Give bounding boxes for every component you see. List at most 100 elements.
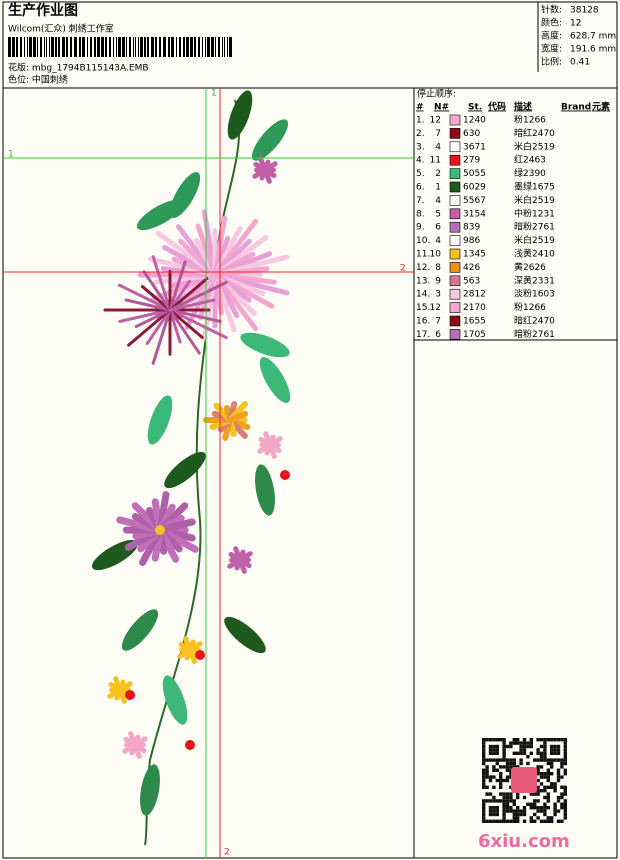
qr-cell [543,772,547,776]
qr-cell [519,748,523,752]
qr-cell [488,738,493,742]
qr-cell [505,768,510,772]
stitches: 5567 [463,196,486,206]
bar-stripe [97,37,100,57]
bar-stripe [138,37,139,57]
qr-cell [505,802,510,806]
bar-stripe [144,37,146,57]
qr-cell [536,778,540,783]
qr-cell [482,785,486,789]
qr-cell [519,809,523,813]
qr-cell [529,792,533,796]
qr-cell [502,765,506,769]
qr-cell [505,799,510,803]
qr-cell [553,789,557,793]
bud [280,470,290,480]
pattern: 花版: mbg_1794B115143A.EMB [8,62,149,74]
color-swatch [449,302,461,313]
bar-stripe [20,37,22,57]
column-header: N# [434,103,449,113]
qr-cell [512,741,516,745]
petal [168,308,222,323]
qr-cell [539,775,544,779]
qr-cell [499,819,503,823]
qr-cell [519,761,523,766]
qr-cell [482,772,486,776]
bar-stripe [151,37,154,57]
qr-cell [563,772,567,776]
bar-stripe [159,37,161,57]
qr-cell [505,795,510,800]
bar-stripe [211,37,214,57]
qr-cell [563,812,567,817]
qr-cell [482,819,486,823]
needle: 8 [435,263,441,273]
qr-cell [512,761,516,766]
petal [168,279,191,312]
bar-stripe [24,37,25,57]
qr-cell [485,785,489,789]
qr-cell [516,816,520,820]
color-swatch [449,275,461,287]
qr-cell [536,765,540,769]
column-header: Brand [561,103,591,113]
petal [168,280,228,312]
qr-cell [485,775,489,779]
leaf [140,764,160,816]
qr-cell [485,768,489,772]
qr-cell [536,758,540,762]
color-swatch [449,262,461,273]
qr-cell [499,778,503,783]
qr-cell [509,744,513,749]
info-value: 191.6 mm [570,45,616,55]
qr-cell [482,768,486,772]
qr-cell [502,819,506,823]
qr-cell [482,755,486,759]
qr-cell [529,819,533,823]
description: 黄2626 [514,261,546,273]
needle: 6 [435,330,441,340]
qr-cell [563,785,567,789]
qr-cell [492,806,496,810]
qr-cell [539,758,544,762]
petal [168,308,228,340]
qr-cell [550,765,554,769]
qr-cell [529,806,533,810]
bar-stripe [94,37,96,57]
qr-cell [539,772,544,776]
description: 深黄2331 [514,274,555,286]
color-swatch [449,248,461,260]
qr-cell [509,768,513,772]
bar-stripe [27,37,28,57]
qr-cell [546,778,550,783]
petal [156,518,196,534]
qr-cell [560,761,564,766]
qr-cell [509,799,513,803]
leaf [121,609,159,651]
petal [151,255,172,312]
bar-stripe [218,37,220,57]
qr-cell [560,819,564,823]
info-label: 颜色: [541,17,562,29]
bar-stripe [113,37,114,57]
color-swatch [449,221,461,233]
qr-cell [563,741,567,745]
qr-cell [505,819,510,823]
needle: 12 [430,116,441,126]
qr-cell [543,812,547,817]
qr-cell [543,806,547,810]
qr-cell [536,738,540,742]
qr-cell [499,785,503,789]
qr-cell [543,744,547,749]
qr-cell [539,789,544,793]
color-swatch [449,114,461,126]
qr-cell [485,772,489,776]
qr-cell [488,799,493,803]
bar-stripe [202,37,203,57]
column-header: # [416,103,424,113]
qr-cell [526,755,530,759]
qr-cell [502,795,506,800]
qr-cell [546,819,550,823]
qr-cell [522,738,527,742]
bar-stripe [186,37,189,57]
